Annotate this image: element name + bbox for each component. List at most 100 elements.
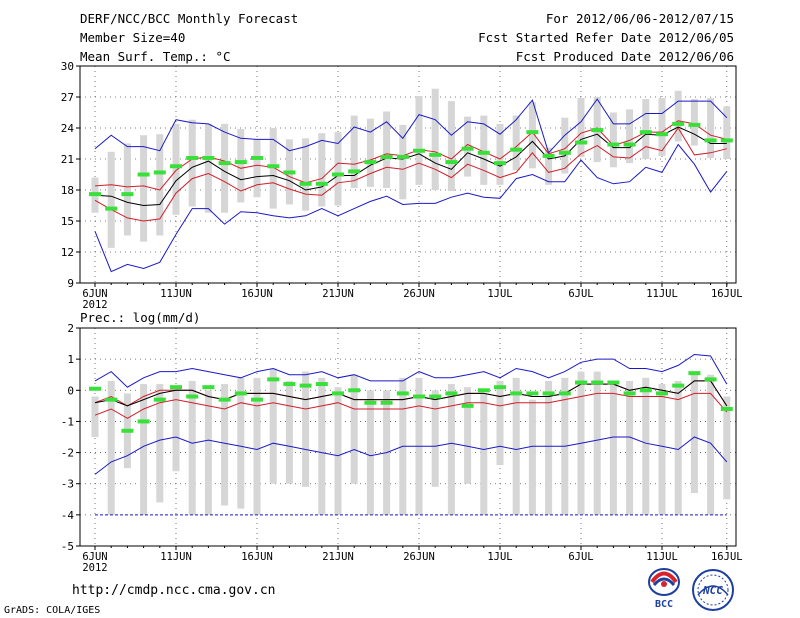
plot2-ytick-label: -3 (61, 478, 74, 491)
plot1-observed-mark (510, 147, 523, 152)
plot2-range-box (107, 380, 115, 515)
plot1-range-box (464, 116, 472, 177)
plot2-observed-mark (510, 391, 523, 396)
plot2-ytick-label: 0 (67, 384, 74, 397)
plot1-ytick-label: 15 (61, 215, 74, 228)
plot1-xtick-label: 16JUN (241, 288, 273, 300)
plot1-observed-mark (396, 154, 409, 159)
plot1-range-box (528, 102, 536, 169)
grads-credit: GrADS: COLA/IGES (4, 605, 101, 616)
plot1-range-box (415, 95, 423, 185)
plot1-range-box (447, 101, 455, 192)
plot2-observed-mark (542, 391, 555, 396)
member-size: Member Size=40 (80, 30, 186, 45)
plot2-observed-mark (672, 383, 685, 388)
plot2-observed-mark (704, 377, 717, 382)
plot1-range-box (609, 112, 617, 168)
plot1-observed-mark (186, 155, 199, 160)
plot1-observed-mark (105, 206, 118, 211)
plot1-frame (79, 65, 737, 284)
plot2-range-box (334, 387, 342, 515)
ncc-logo-text: NCC (702, 584, 723, 597)
plot1-range-box (642, 99, 650, 159)
source-url[interactable]: http://cmdp.ncc.cma.gov.cn (72, 583, 276, 598)
plot1-range-box (561, 117, 569, 174)
fcst-produced-date: Fcst Produced Date 2012/06/06 (515, 49, 734, 64)
plot2-observed-mark (315, 382, 328, 387)
plot2-range-box (545, 380, 553, 515)
plot1-observed-mark (688, 122, 701, 127)
plot2-observed-mark (656, 391, 668, 396)
plot1-range-box (480, 115, 488, 185)
plot2-observed-mark (639, 388, 652, 393)
plot2-observed-mark (477, 388, 490, 393)
plot2-xtick-year: 2012 (82, 562, 107, 574)
plot2-observed-mark (558, 391, 571, 396)
chart-title: DERF/NCC/BCC Monthly Forecast (80, 11, 299, 26)
plot2-range-box (237, 377, 245, 509)
plot2-observed-mark (396, 391, 409, 396)
plot1-range-box (658, 98, 666, 156)
plot1-observed-mark (364, 160, 377, 165)
plot1-range-box (707, 98, 715, 158)
plot1-observed-mark (283, 170, 296, 175)
plot1-observed-mark (607, 142, 620, 147)
plot2-range-box (658, 384, 666, 515)
plot2-range-box (269, 368, 277, 484)
bcc-logo-icon: BCC (648, 568, 680, 610)
plot1-min-line (94, 143, 728, 273)
plot2-observed-mark (380, 400, 393, 405)
plot1-range-box (366, 118, 374, 187)
plot2-observed-mark (623, 391, 636, 396)
plot1-observed-mark (720, 138, 733, 143)
plot1-observed-mark (153, 170, 166, 175)
plot1-range-box (253, 139, 261, 198)
plot1-xtick-label: 16JUL (711, 288, 743, 300)
plot1-range-box (690, 99, 698, 146)
plot1-xtick-label: 6JUL (568, 288, 593, 300)
plot1-range-box (302, 138, 310, 211)
plot2-observed-mark (251, 397, 263, 402)
plot2-xtick-label: 16JUN (241, 551, 273, 563)
plot2-observed-mark (170, 385, 182, 390)
plot1-ytick-label: 24 (61, 122, 75, 135)
plot1-observed-mark (234, 160, 247, 165)
plot2-range-box (512, 377, 520, 515)
plot1-observed-mark (251, 155, 263, 160)
plot1-range-box (626, 109, 634, 164)
plot1-ytick-label: 30 (61, 60, 74, 73)
plot1-observed-mark (704, 138, 717, 143)
plot2-range-box (221, 384, 229, 506)
plot2-max-line (94, 353, 728, 388)
plot1-xtick-label: 11JUN (160, 288, 192, 300)
plot1-observed-mark (526, 130, 539, 135)
plot2-range-box (723, 396, 731, 500)
plot2-observed-mark (607, 380, 620, 385)
plot1-range-box (188, 119, 196, 207)
plot2-observed-mark (413, 394, 425, 399)
plot2-xtick-label: 11JUN (160, 551, 192, 563)
plot1-ytick-label: 18 (61, 184, 74, 197)
plot1-observed-mark (575, 140, 587, 145)
plot2-observed-mark (494, 385, 506, 390)
plot2-xtick-label: 11JUL (646, 551, 678, 563)
plot2-range-box (528, 399, 536, 515)
plot2-range-box (480, 393, 488, 515)
plot2-lower-quartile-line (94, 392, 728, 419)
plot2-xtick-label: 6JUL (568, 551, 593, 563)
plot2-range-box (447, 384, 455, 515)
plot2-observed-mark (364, 400, 377, 405)
forecast-period: For 2012/06/06-2012/07/15 (545, 11, 734, 26)
plot2-range-box (464, 387, 472, 484)
plot2-observed-mark (89, 386, 101, 391)
plot2-observed-mark (720, 406, 733, 411)
plot1-range-box (383, 111, 391, 188)
plot1-observed-mark (170, 164, 182, 169)
plot2-range-box (188, 380, 196, 515)
plot2-observed-mark (186, 394, 199, 399)
plot1-observed-mark (445, 160, 458, 165)
plot1-lower-quartile-line (94, 127, 727, 222)
plot1-xtick-label: 11JUL (646, 288, 678, 300)
plot1-range-box (123, 143, 131, 236)
